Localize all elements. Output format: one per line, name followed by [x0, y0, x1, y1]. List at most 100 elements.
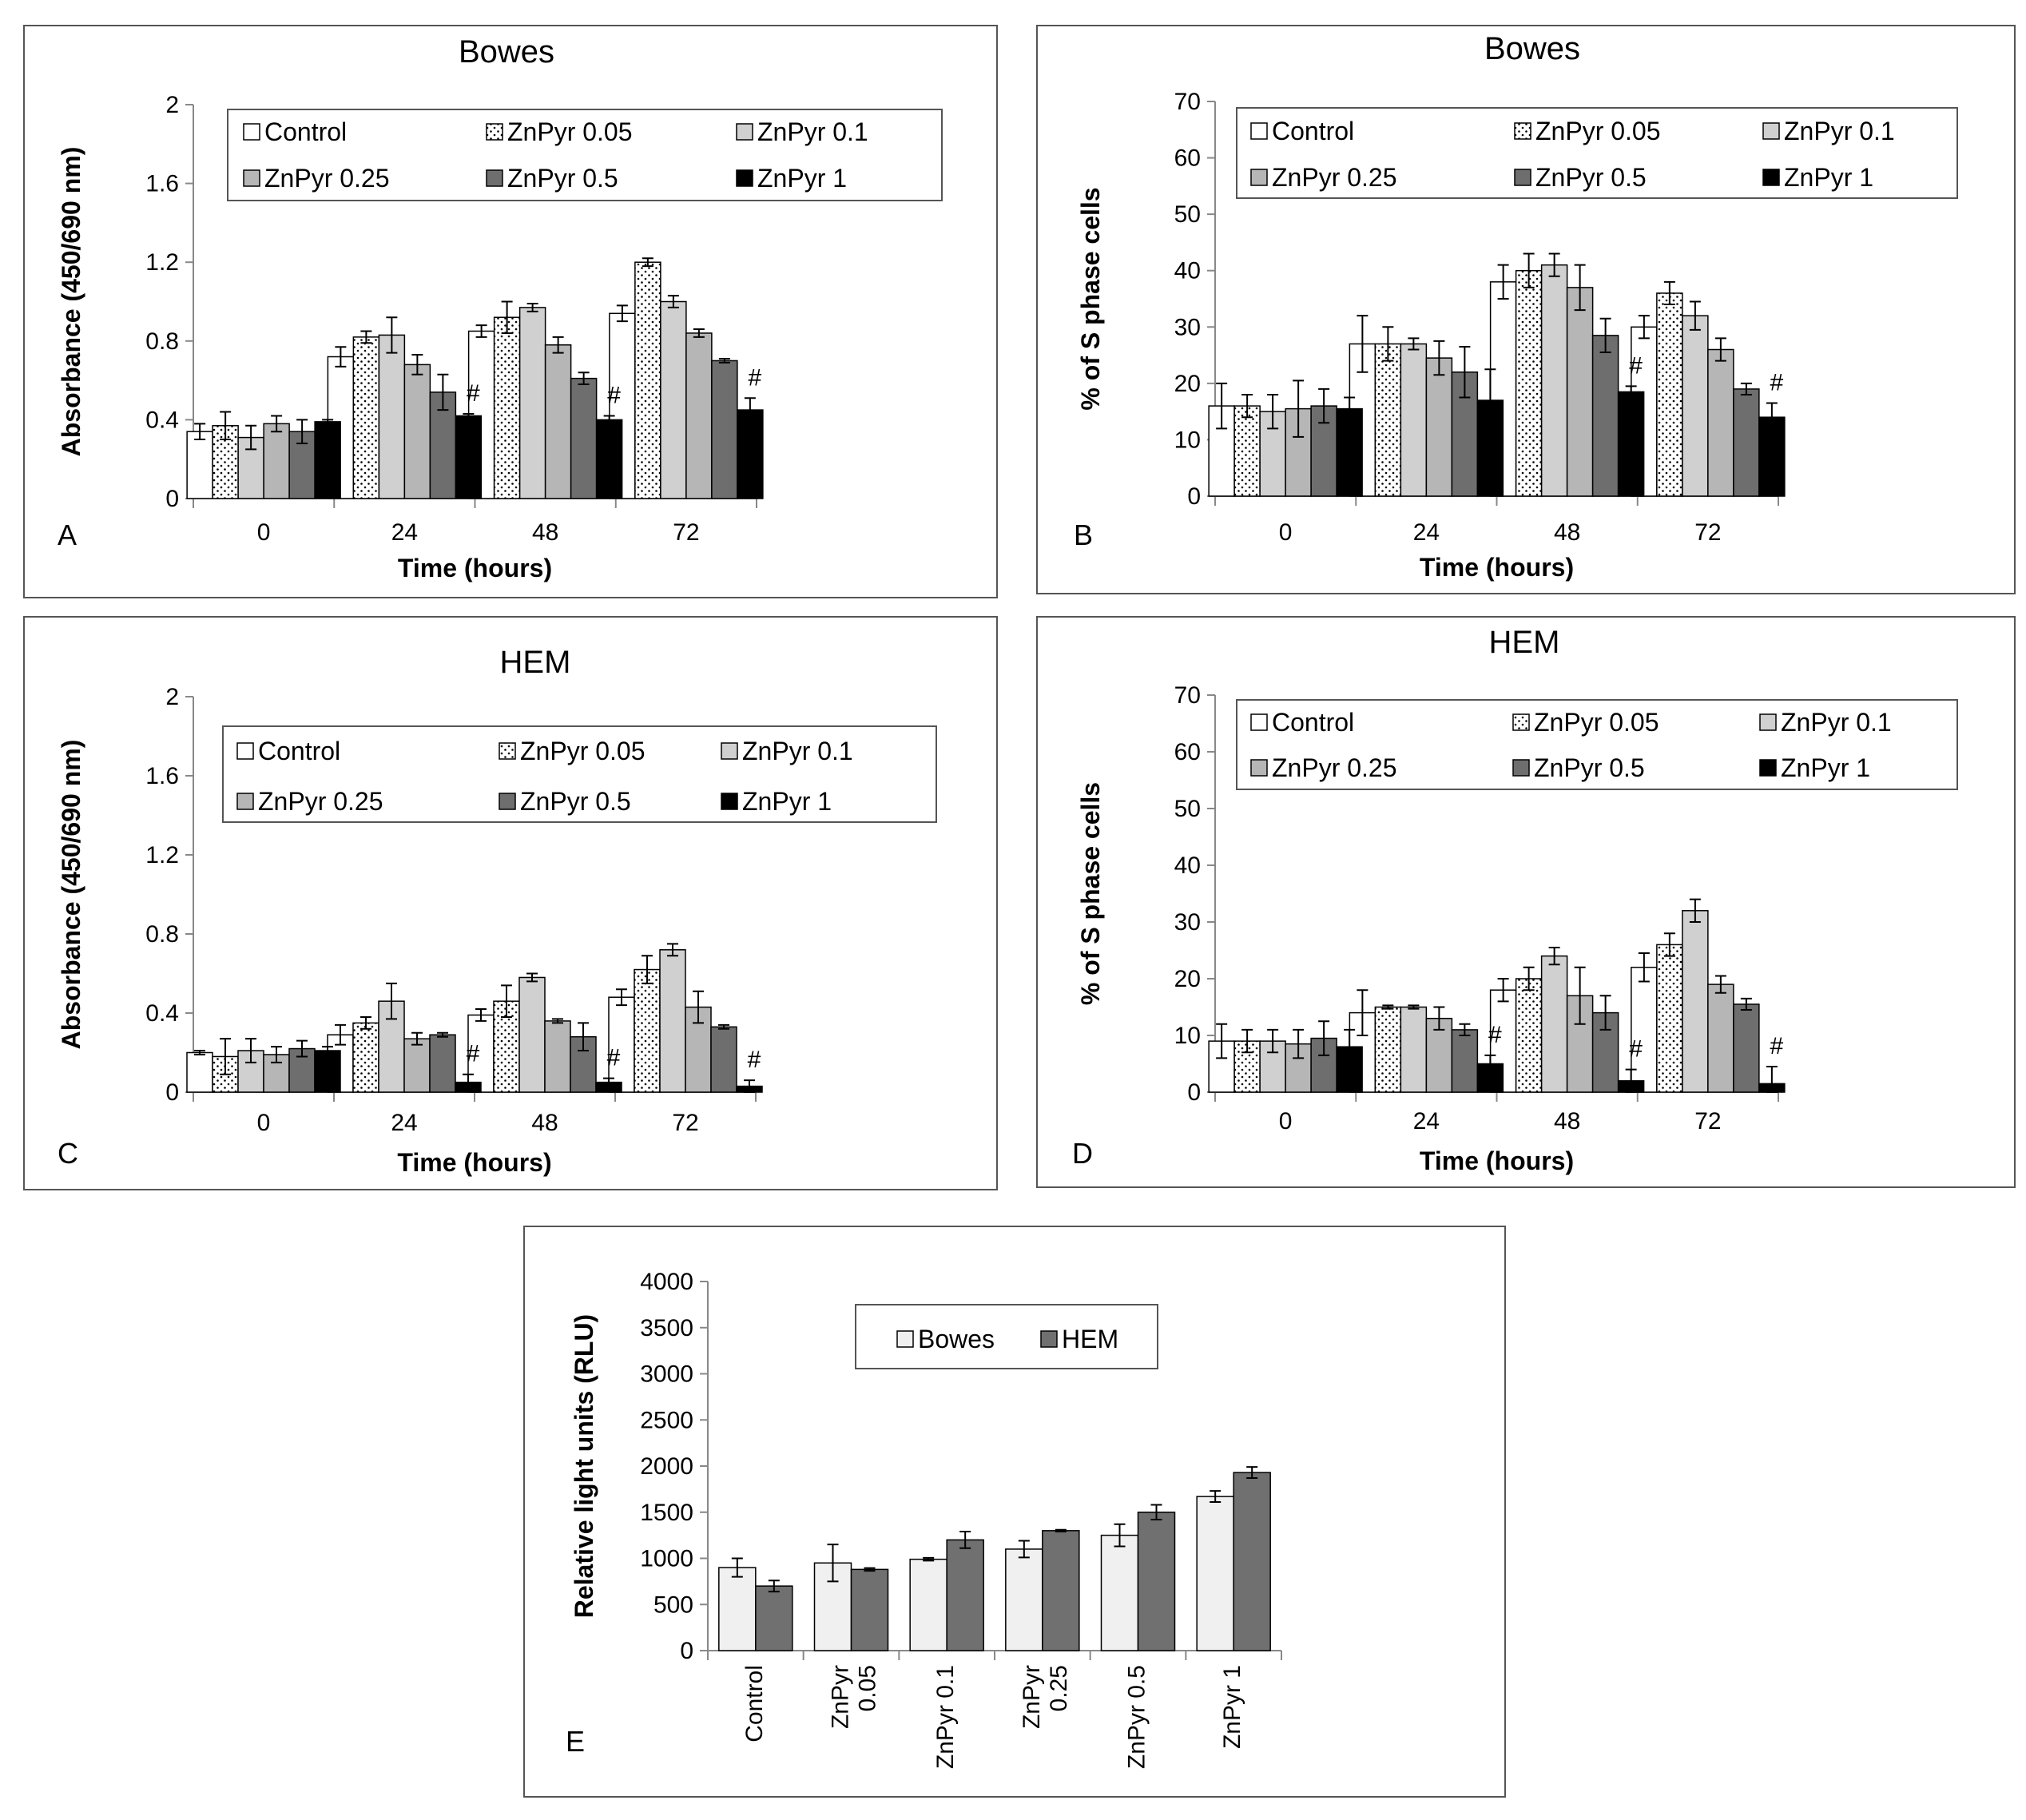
legend-box: [227, 109, 943, 201]
error-bar: [693, 328, 705, 338]
bar-znpyr-0.05: [1656, 292, 1683, 497]
error-bar: [1523, 252, 1535, 288]
bar-znpyr-0.25: [403, 364, 431, 499]
error-bar: [1433, 340, 1445, 376]
bar-znpyr-0.1: [378, 334, 406, 499]
x-tick-label-line: ZnPyr 0.1: [932, 1665, 959, 1769]
error-bar: [1216, 382, 1228, 430]
x-tick-label: ZnPyr0.05: [828, 1665, 881, 1729]
error-bar: [1055, 1528, 1067, 1533]
error-bar: [1497, 978, 1509, 1003]
y-tick-label: 0: [165, 486, 179, 512]
panel-title: HEM: [500, 645, 571, 680]
y-tick-label: 0.4: [145, 407, 179, 433]
significance-mark: #: [1629, 1036, 1643, 1063]
legend-swatch: [1759, 759, 1777, 777]
error-bar: [768, 1580, 780, 1593]
error-bar: [959, 1531, 971, 1549]
legend-box: [1236, 107, 1958, 199]
error-bar: [578, 372, 590, 386]
legend-label: ZnPyr 0.25: [1272, 163, 1397, 192]
legend-label: ZnPyr 1: [757, 164, 847, 193]
error-bar: [1344, 1028, 1356, 1065]
bar-znpyr-0.25: [544, 344, 572, 499]
panel-letter: D: [1072, 1137, 1093, 1170]
error-bar: [603, 415, 615, 425]
bar-znpyr-0.1: [1540, 264, 1568, 497]
legend-label: ZnPyr 0.5: [507, 164, 618, 193]
significance-mark: #: [1770, 370, 1784, 396]
legend-swatch: [486, 169, 503, 187]
legend-label: ZnPyr 0.05: [1534, 708, 1659, 737]
error-bar: [296, 1039, 308, 1058]
legend-swatch: [721, 742, 738, 760]
legend-label: ZnPyr 1: [1784, 163, 1873, 192]
bar-znpyr-1: [737, 409, 764, 499]
error-bar: [1293, 1028, 1305, 1059]
bar-hem: [850, 1568, 889, 1651]
legend-swatch: [236, 742, 254, 760]
legend-swatch: [243, 123, 260, 141]
error-bar: [1625, 1068, 1637, 1093]
legend-label: Control: [1272, 117, 1354, 145]
x-tick-label-line: 0.05: [855, 1665, 881, 1711]
bar-control: [1631, 967, 1658, 1093]
panel-letter: B: [1074, 519, 1093, 551]
error-bar: [1766, 402, 1778, 432]
x-tick-label-line: 0.25: [1046, 1665, 1072, 1711]
bar-znpyr-0.1: [1682, 315, 1709, 497]
bar-bowes: [1196, 1496, 1234, 1651]
bar-znpyr-0.5: [1733, 1003, 1760, 1093]
y-tick-label: 1.2: [145, 249, 179, 276]
error-bar: [718, 357, 730, 364]
error-bar: [220, 411, 232, 441]
bar-control: [186, 1051, 213, 1093]
y-tick-label: 70: [1174, 89, 1201, 115]
bar-znpyr-0.05: [1374, 343, 1402, 497]
error-bar: [437, 373, 449, 411]
error-bar: [463, 1073, 474, 1091]
bar-znpyr-1: [595, 419, 623, 499]
bar-znpyr-0.5: [710, 1026, 737, 1093]
error-bar: [475, 1008, 487, 1022]
legend-label: Control: [1272, 708, 1354, 737]
bar-znpyr-0.05: [493, 316, 521, 499]
error-bar: [411, 354, 423, 376]
error-bar: [1548, 252, 1560, 277]
x-tick-label: 0: [257, 1110, 271, 1136]
x-tick-label: 72: [672, 1110, 698, 1136]
y-axis-title: % of S phase cells: [1076, 782, 1105, 1005]
panel-frame: [23, 616, 998, 1190]
bar-znpyr-0.1: [659, 949, 686, 1093]
bar-bowes: [909, 1558, 947, 1651]
error-bar: [335, 346, 347, 368]
error-bar: [1740, 997, 1752, 1011]
y-tick-label: 3000: [640, 1361, 693, 1388]
error-bar: [1344, 396, 1356, 421]
error-bar: [335, 1023, 346, 1046]
legend-swatch: [486, 123, 503, 141]
bar-znpyr-0.1: [518, 307, 546, 499]
error-bar: [827, 1544, 839, 1583]
legend-swatch: [1512, 713, 1530, 731]
error-bar: [693, 990, 704, 1024]
bar-znpyr-1: [455, 415, 483, 499]
error-bar: [642, 955, 653, 984]
significance-mark: #: [1629, 352, 1643, 379]
y-tick-label: 0.8: [145, 328, 179, 355]
significance-mark: #: [749, 364, 762, 391]
legend-swatch: [236, 793, 254, 810]
legend-label: HEM: [1062, 1325, 1118, 1353]
legend-label: Bowes: [918, 1325, 995, 1353]
legend-label: ZnPyr 0.25: [264, 164, 390, 193]
x-tick-label-line: ZnPyr 0.5: [1124, 1665, 1150, 1769]
legend-label: ZnPyr 0.1: [1784, 117, 1895, 145]
y-tick-label: 2000: [640, 1453, 693, 1480]
error-bar: [1689, 300, 1701, 331]
error-bar: [1293, 379, 1305, 438]
panel-D: HEM D 0 10 20 30 40 50 60 70 % of S phase cells # # #…: [1036, 616, 2016, 1188]
error-bar: [1433, 1006, 1445, 1031]
bar-hem: [1042, 1530, 1080, 1651]
error-bar: [194, 423, 206, 441]
y-tick-label: 1.6: [145, 763, 179, 789]
